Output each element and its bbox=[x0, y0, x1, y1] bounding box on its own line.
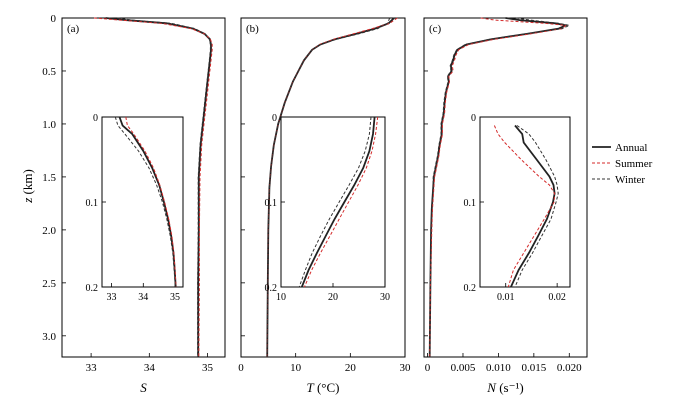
inset-x-tick-label: 35 bbox=[170, 292, 180, 303]
x-axis-title: S bbox=[140, 380, 147, 395]
x-axis-title: N (s⁻¹) bbox=[486, 380, 523, 395]
x-tick-label: 10 bbox=[290, 362, 302, 374]
depth-tick-label: 0 bbox=[51, 13, 57, 25]
x-axis-var: S bbox=[140, 380, 147, 395]
inset-series-line-summer bbox=[493, 125, 556, 288]
depth-tick-label: 2.5 bbox=[42, 278, 56, 290]
legend-label-summer: Summer bbox=[615, 158, 653, 170]
inset-panel: 0 0.1 0.210 20 30 bbox=[265, 113, 391, 303]
inset-depth-label: 0.1 bbox=[265, 198, 278, 209]
depth-tick-label: 1.0 bbox=[42, 119, 56, 131]
depth-tick-label: 2.0 bbox=[42, 225, 56, 237]
inset-depth-label: 0 bbox=[93, 113, 98, 124]
depth-tick-labels: 0 0.5 1.0 1.5 2.0 2.5 3.0 bbox=[42, 13, 56, 343]
legend: Annual Summer Winter bbox=[592, 142, 653, 186]
inset-series-line-summer bbox=[303, 116, 379, 288]
inset-series-line-winter bbox=[514, 125, 559, 288]
x-tick-label: 20 bbox=[345, 362, 357, 374]
inset-x-tick-label: 0.02 bbox=[548, 292, 566, 303]
panel-c: (c) 0 0.005 0.010 0.015 0.020 N (s⁻¹) 0 0.1 0.2 0.… bbox=[423, 17, 588, 395]
inset-x-tick-label: 20 bbox=[328, 292, 338, 303]
inset-depth-label: 0.2 bbox=[464, 283, 477, 294]
x-tick-label: 0 bbox=[238, 362, 244, 374]
panel-a: (a) 33 34 35 S 0 0.1 0.2 33 34 35 bbox=[61, 17, 226, 395]
panel-label: (c) bbox=[429, 23, 442, 35]
x-tick-label: 34 bbox=[144, 362, 156, 374]
inset-series-line-summer bbox=[125, 116, 177, 288]
series-line-summer bbox=[429, 17, 567, 358]
legend-label-winter: Winter bbox=[615, 174, 645, 186]
x-axis-title: T (°C) bbox=[306, 380, 339, 395]
inset-series-line-winter bbox=[298, 116, 372, 288]
panel-b: (b)0 10 20 30T (°C)00.10.210 20 30 bbox=[238, 17, 412, 395]
depth-tick-label: 1.5 bbox=[42, 172, 56, 184]
panels: (a) 33 34 35 S 0 0.1 0.2 33 34 35 (b) 0 10 20 30 T (°C) 0… bbox=[61, 17, 588, 395]
panel-frame bbox=[240, 17, 406, 358]
x-tick-label: 0 bbox=[425, 362, 431, 374]
series-line-winter bbox=[266, 17, 391, 358]
y-axis-title: z (km) bbox=[20, 169, 35, 204]
inset-depth-label: 0.2 bbox=[86, 283, 99, 294]
x-axis-unit: (s⁻¹) bbox=[499, 380, 523, 395]
x-tick-label: 35 bbox=[202, 362, 214, 374]
series-line-summer bbox=[93, 17, 213, 358]
inset-panel: 0 0.1 0.2 33 34 35 bbox=[86, 113, 184, 303]
inset-series-line-annual bbox=[300, 116, 376, 288]
inset-depth-label: 0 bbox=[272, 113, 277, 124]
inset-x-tick-label: 0.01 bbox=[497, 292, 515, 303]
inset-depth-label: 0.1 bbox=[86, 198, 99, 209]
inset-frame bbox=[280, 116, 386, 288]
inset-x-tick-label: 10 bbox=[276, 292, 286, 303]
x-tick-label: 0.015 bbox=[521, 362, 546, 374]
series-line-summer bbox=[266, 17, 398, 358]
depth-tick-label: 0.5 bbox=[42, 66, 56, 78]
x-tick-label: 30 bbox=[400, 362, 412, 374]
inset-series-line-annual bbox=[118, 116, 177, 288]
legend-label-annual: Annual bbox=[615, 142, 647, 154]
inset-x-tick-label: 30 bbox=[380, 292, 390, 303]
x-tick-label: 33 bbox=[86, 362, 98, 374]
inset-depth-label: 0.1 bbox=[464, 198, 477, 209]
inset-panel: 0 0.1 0.2 0.01 0.02 bbox=[464, 113, 571, 303]
x-tick-label: 0.005 bbox=[451, 362, 476, 374]
depth-tick-label: 3.0 bbox=[42, 331, 56, 343]
inset-depth-label: 0.2 bbox=[265, 283, 278, 294]
x-tick-label: 0.020 bbox=[557, 362, 582, 374]
inset-frame bbox=[101, 116, 184, 288]
x-tick-label: 0.010 bbox=[486, 362, 511, 374]
x-axis-unit: (°C) bbox=[317, 380, 340, 395]
x-axis-var: T bbox=[306, 380, 314, 395]
inset-x-tick-label: 34 bbox=[138, 292, 148, 303]
panel-frame bbox=[61, 17, 226, 358]
series-line-winter bbox=[429, 17, 571, 358]
x-axis-var: N bbox=[486, 380, 497, 395]
inset-x-tick-label: 33 bbox=[107, 292, 117, 303]
panel-label: (b) bbox=[246, 23, 259, 35]
panel-label: (a) bbox=[67, 23, 80, 35]
inset-depth-label: 0 bbox=[471, 113, 476, 124]
